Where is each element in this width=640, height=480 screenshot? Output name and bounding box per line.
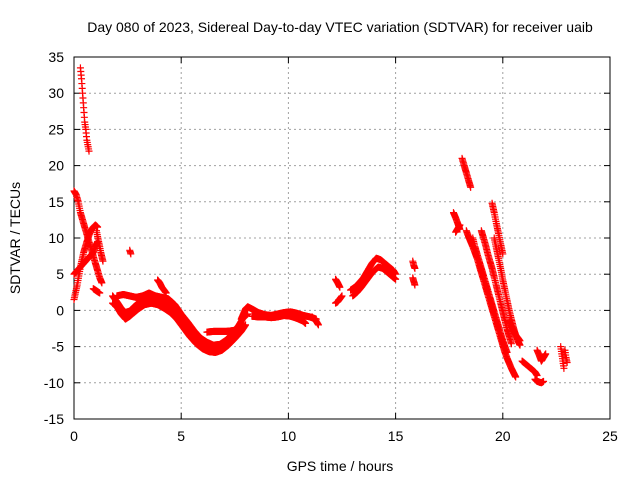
x-tick-label: 20	[495, 428, 511, 444]
y-tick-label: 5	[56, 266, 64, 282]
data-point	[540, 377, 548, 385]
y-tick-label: 25	[48, 121, 64, 137]
x-tick-label: 15	[388, 428, 404, 444]
data-point	[542, 350, 550, 358]
data-point	[338, 292, 346, 300]
x-tick-label: 25	[602, 428, 618, 444]
y-tick-label: -10	[44, 375, 64, 391]
data-point	[96, 289, 104, 297]
data-point	[516, 337, 524, 345]
data-point	[411, 281, 419, 289]
y-tick-label: 10	[48, 230, 64, 246]
y-tick-label: 20	[48, 158, 64, 174]
data-point	[563, 359, 571, 367]
data-point	[411, 264, 419, 272]
data-point	[456, 221, 464, 229]
x-axis-label: GPS time / hours	[287, 458, 394, 474]
y-tick-label: 15	[48, 194, 64, 210]
data-point	[314, 321, 322, 329]
axes	[73, 56, 611, 420]
x-tick-labels: 0 5 10 15 20 25	[70, 428, 618, 444]
x-tick-label: 5	[177, 428, 185, 444]
y-tick-label: -15	[44, 411, 64, 427]
data-point	[162, 289, 170, 297]
y-tick-label: -5	[52, 339, 65, 355]
data-point	[85, 147, 93, 155]
x-tick-label: 10	[281, 428, 297, 444]
y-axis-label: SDTVAR / TECUs	[7, 182, 23, 294]
data-point	[94, 223, 102, 231]
y-tick-label: 30	[48, 85, 64, 101]
data-point	[302, 319, 310, 327]
x-tick-label: 0	[70, 428, 78, 444]
data-point	[127, 250, 135, 258]
chart-title: Day 080 of 2023, Sidereal Day-to-day VTE…	[87, 19, 593, 35]
data-point	[98, 279, 106, 287]
plot-border	[73, 56, 611, 420]
data-point	[499, 250, 507, 258]
data-point	[503, 348, 511, 356]
data-point	[467, 183, 475, 191]
data-points	[70, 64, 571, 387]
data-point	[507, 340, 515, 348]
y-tick-label: 35	[48, 49, 64, 65]
y-tick-labels: -15 -10 -5 0 5 10 15 20 25 30 35	[44, 49, 64, 427]
data-point	[336, 283, 344, 291]
data-point	[560, 364, 568, 372]
data-point	[99, 257, 107, 265]
grid	[74, 57, 610, 419]
y-tick-label: 0	[56, 302, 64, 318]
data-point	[512, 373, 520, 381]
data-point	[239, 321, 247, 329]
data-point	[392, 275, 400, 283]
